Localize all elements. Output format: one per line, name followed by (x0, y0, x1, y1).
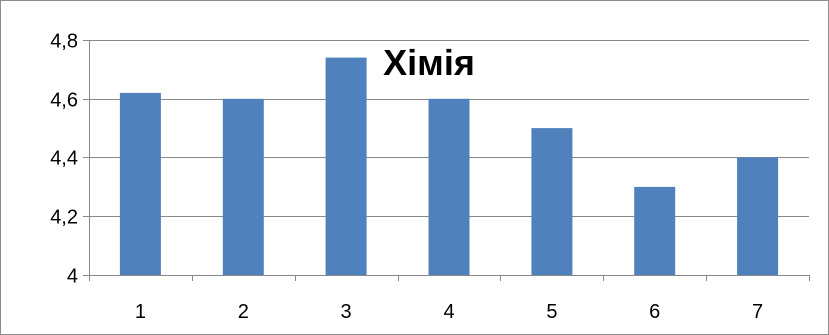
x-tick-label-1: 1 (135, 301, 146, 323)
bar-1 (119, 92, 161, 276)
x-tick-label-6: 6 (649, 301, 660, 323)
x-tick-label-2: 2 (238, 301, 249, 323)
x-tick-label-7: 7 (752, 301, 763, 323)
y-tick-label-3: 4,6 (50, 90, 78, 112)
axes (83, 40, 810, 281)
x-tick-label-3: 3 (341, 301, 352, 323)
bar-7 (737, 157, 779, 275)
y-tick-label-0: 4 (67, 266, 78, 288)
chart-title: Хімія (383, 42, 475, 83)
bar-4 (428, 98, 470, 275)
y-tick-label-2: 4,4 (50, 148, 78, 170)
x-tick-label-5: 5 (546, 301, 557, 323)
bar-5 (531, 128, 573, 275)
y-tick-label-1: 4,2 (50, 207, 78, 229)
bar-2 (222, 98, 264, 275)
y-tick-labels: 4 4,2 4,4 4,6 4,8 (50, 31, 78, 288)
x-tick-label-4: 4 (443, 301, 454, 323)
bar-6 (634, 186, 676, 275)
bar-3 (325, 57, 367, 275)
bars (119, 57, 779, 276)
x-tick-labels: 1 2 3 4 5 6 7 (135, 301, 763, 323)
y-tick-label-4: 4,8 (50, 31, 78, 53)
